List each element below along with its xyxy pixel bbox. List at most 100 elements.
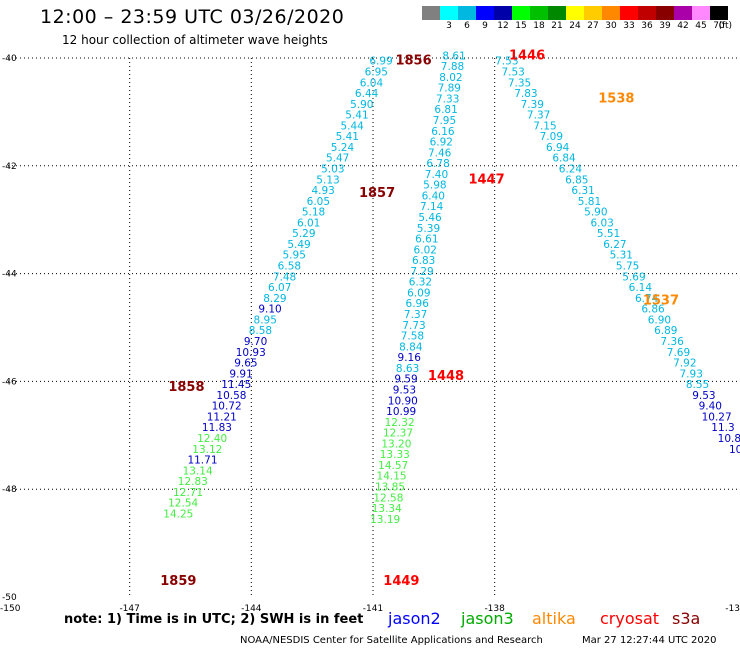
pass-time-label: 1856 xyxy=(395,54,431,69)
wave-height-value: 5.81 xyxy=(578,196,601,208)
wave-height-value: 7.39 xyxy=(521,99,544,111)
x-tick-label: -13 xyxy=(725,604,740,614)
wave-height-value: 12.54 xyxy=(168,498,198,510)
pass-time-label: 1859 xyxy=(160,574,196,589)
wave-height-value: 5.47 xyxy=(326,153,349,165)
wave-height-value: 5.44 xyxy=(340,120,364,132)
scale-label: 9 xyxy=(482,21,488,31)
wave-height-value: 7.15 xyxy=(533,120,556,132)
wave-height-value: 7.89 xyxy=(438,83,461,95)
scale-label: 15 xyxy=(515,21,527,31)
wave-height-value: 6.99 xyxy=(369,56,392,68)
wave-height-value: 7.29 xyxy=(410,266,433,278)
wave-height-value: 6.40 xyxy=(422,190,445,202)
wave-height-value: 7.36 xyxy=(660,336,684,348)
wave-height-value: 5.24 xyxy=(331,142,355,154)
wave-height-value: 7.37 xyxy=(404,309,427,321)
wave-height-value: 11.21 xyxy=(207,411,237,423)
wave-height-value: 5.18 xyxy=(302,207,325,219)
wave-height-value: 14.57 xyxy=(378,460,408,472)
wave-height-value: 5.13 xyxy=(316,174,339,186)
wave-height-value: 13.33 xyxy=(380,449,410,461)
wave-height-value: 10.58 xyxy=(216,390,246,402)
wave-height-value: 6.96 xyxy=(406,298,430,310)
scale-swatch xyxy=(710,6,728,20)
wave-height-value: 12.37 xyxy=(383,428,413,440)
x-tick-label: -144 xyxy=(241,604,262,614)
wave-height-value: 7.73 xyxy=(402,320,425,332)
y-tick-label: -44 xyxy=(2,270,17,280)
wave-height-value: 7.48 xyxy=(273,271,296,283)
scale-swatch xyxy=(548,6,566,20)
wave-height-value: 10.27 xyxy=(702,411,732,423)
wave-height-value: 6.74 xyxy=(635,293,659,305)
wave-height-value: 6.90 xyxy=(648,314,671,326)
wave-height-value: 12.58 xyxy=(373,492,403,504)
wave-height-value: 9.70 xyxy=(244,336,267,348)
wave-height-value: 13.14 xyxy=(183,465,213,477)
wave-height-value: 8.63 xyxy=(396,363,419,375)
wave-height-value: 9.53 xyxy=(393,384,416,396)
wave-height-value: 6.07 xyxy=(268,282,291,294)
wave-height-value: 5.69 xyxy=(622,271,645,283)
wave-height-value: 6.94 xyxy=(546,142,570,154)
wave-height-value: 11.83 xyxy=(202,422,232,434)
scale-swatch xyxy=(620,6,638,20)
legend-s3a: s3a xyxy=(672,609,701,628)
wave-height-value: 9.59 xyxy=(394,374,417,386)
x-tick-label: -150 xyxy=(0,604,21,614)
legend-jason2: jason2 xyxy=(388,609,441,628)
wave-height-value: 5.49 xyxy=(287,239,310,251)
wave-height-value: 10 xyxy=(729,444,740,456)
wave-height-value: 6.61 xyxy=(415,234,438,246)
wave-height-value: 8.84 xyxy=(399,341,423,353)
x-tick-label: -147 xyxy=(119,604,139,614)
wave-height-value: 7.35 xyxy=(508,77,531,89)
pass-time-label: 1537 xyxy=(643,294,679,309)
wave-height-value: 5.90 xyxy=(584,207,607,219)
wave-height-value: 5.90 xyxy=(350,99,373,111)
wave-height-value: 9.10 xyxy=(258,304,281,316)
wave-height-value: 5.29 xyxy=(292,228,315,240)
wave-height-value: 6.01 xyxy=(297,217,320,229)
wave-height-value: 5.75 xyxy=(616,261,639,273)
wave-height-value: 11.71 xyxy=(187,455,217,467)
legend-altika: altika xyxy=(532,609,576,628)
scale-swatch xyxy=(584,6,602,20)
wave-height-value: 8.02 xyxy=(439,72,462,84)
scale-swatch xyxy=(674,6,692,20)
scale-swatch xyxy=(422,6,440,20)
wave-height-value: 6.44 xyxy=(355,88,379,100)
pass-time-label: 1447 xyxy=(468,172,504,187)
scale-swatch xyxy=(602,6,620,20)
wave-height-value: 7.92 xyxy=(673,358,696,370)
scale-label: 18 xyxy=(533,21,545,31)
scale-unit-label: (ft) xyxy=(718,21,732,31)
wave-height-value: 7.88 xyxy=(441,61,464,73)
wave-height-value: 4.93 xyxy=(311,185,334,197)
note-text: note: 1) Time is in UTC; 2) SWH is in fe… xyxy=(64,612,364,627)
wave-height-value: 6.84 xyxy=(552,153,576,165)
x-tick-label: -138 xyxy=(484,604,505,614)
wave-height-value: 6.81 xyxy=(434,104,457,116)
wave-height-value: 6.04 xyxy=(360,77,384,89)
wave-height-value: 7.93 xyxy=(680,368,703,380)
wave-height-value: 13.34 xyxy=(372,503,402,515)
wave-height-value: 7.40 xyxy=(425,169,448,181)
wave-height-value: 7.37 xyxy=(527,110,550,122)
wave-height-value: 5.51 xyxy=(597,228,620,240)
scale-label: 36 xyxy=(641,21,653,31)
wave-height-value: 7.14 xyxy=(420,201,444,213)
wave-height-value: 12.32 xyxy=(385,417,415,429)
wave-height-value: 9.65 xyxy=(234,358,257,370)
wave-height-value: 12.71 xyxy=(173,487,203,499)
wave-height-value: 12.40 xyxy=(197,433,227,445)
wave-height-value: 8.61 xyxy=(442,50,465,62)
wave-height-value: 11.45 xyxy=(221,379,251,391)
scale-swatch xyxy=(512,6,530,20)
wave-height-value: 5.31 xyxy=(610,250,633,262)
scale-swatch xyxy=(494,6,512,20)
wave-height-value: 7.33 xyxy=(436,93,459,105)
